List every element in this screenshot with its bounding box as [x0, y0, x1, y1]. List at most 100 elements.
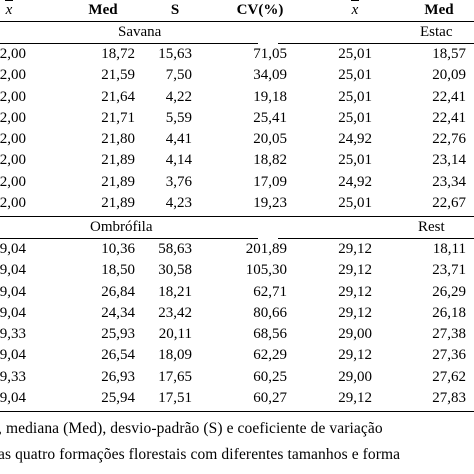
table-cell: 4,22: [165, 88, 192, 105]
table-row: 9,04 25,94 17,51 60,27 29,12 27,83: [0, 390, 474, 411]
table-cell: 18,21: [158, 283, 192, 300]
table-cell: 18,72: [101, 46, 135, 62]
table-cell: 18,09: [158, 347, 192, 364]
header-sd: S: [170, 2, 180, 18]
table-cell: 58,63: [158, 241, 192, 257]
table-cell: 29,12: [338, 283, 372, 300]
header-mean: x: [4, 0, 13, 18]
table-row: 2,00 21,89 3,76 17,09 24,92 23,34: [0, 174, 474, 195]
table-row: 9,04 10,36 58,63 201,89 29,12 18,11: [0, 241, 474, 262]
table-cell: 9,04: [0, 304, 26, 321]
table-cell: 25,01: [338, 195, 372, 211]
table-cell: 9,04: [0, 283, 26, 300]
caption-line-1: , mediana (Med), desvio-padrão (S) e coe…: [0, 420, 383, 437]
table-cell: 2,00: [0, 152, 26, 169]
table-cell: 2,00: [0, 131, 26, 148]
table-cell: 25,41: [253, 109, 287, 126]
table-cell: 20,05: [253, 131, 287, 148]
table-cell: 9,04: [0, 390, 26, 406]
table-cell: 9,04: [0, 241, 26, 257]
table-cell: 27,83: [432, 390, 466, 406]
section-label-ombrofila: Ombrófila: [90, 219, 153, 235]
table-cell: 21,59: [101, 67, 135, 84]
table-cell: 2,00: [0, 109, 26, 126]
table-cell: 62,29: [253, 347, 287, 364]
table-cell: 29,12: [338, 241, 372, 257]
header-median-2: Med: [424, 2, 454, 18]
table-cell: 29,12: [338, 390, 372, 406]
table-cell: 25,01: [338, 46, 372, 62]
table-cell: 24,92: [338, 131, 372, 148]
table-cell: 21,89: [101, 152, 135, 169]
table-cell: 23,34: [432, 173, 466, 190]
table-cell: 18,50: [101, 262, 135, 279]
table-cell: 29,12: [338, 347, 372, 364]
table-cell: 17,09: [253, 173, 287, 190]
table-cell: 21,64: [101, 88, 135, 105]
table-cell: 26,29: [432, 283, 466, 300]
table-cell: 21,89: [101, 195, 135, 211]
table-cell: 80,66: [253, 304, 287, 321]
table-cell: 29,12: [338, 304, 372, 321]
section-label-savana: Savana: [118, 24, 162, 40]
caption-line-2: as quatro formações florestais com difer…: [0, 446, 401, 463]
table-cell: 19,23: [253, 195, 287, 211]
table-header: x Med S CV(%) x Med: [0, 0, 474, 22]
table-cell: 25,01: [338, 109, 372, 126]
table-cell: 29,12: [338, 262, 372, 279]
table-cell: 5,59: [165, 109, 192, 126]
table-cell: 2,00: [0, 46, 26, 62]
table-cell: 27,36: [432, 347, 466, 364]
table-cell: 9,04: [0, 262, 26, 279]
table-cell: 2,00: [0, 88, 26, 105]
table-cell: 2,00: [0, 173, 26, 190]
table-row: 9,04 24,34 23,42 80,66 29,12 26,18: [0, 305, 474, 326]
table-cell: 17,51: [158, 390, 192, 406]
header-rule: [0, 21, 474, 22]
table-cell: 60,25: [253, 368, 287, 385]
table-cell: 17,65: [158, 368, 192, 385]
table-row: 9,33 26,93 17,65 60,25 29,00 27,62: [0, 369, 474, 390]
table-cell: 22,76: [432, 131, 466, 148]
table-cell: 21,80: [101, 131, 135, 148]
table-cell: 20,09: [432, 67, 466, 84]
table-cell: 24,34: [101, 304, 135, 321]
table-cell: 21,89: [101, 173, 135, 190]
table-cell: 18,57: [432, 46, 466, 62]
table-row: 2,00 21,71 5,59 25,41 25,01 22,41: [0, 110, 474, 131]
table-cell: 18,82: [253, 152, 287, 169]
table-cell: 24,92: [338, 173, 372, 190]
table-row: 2,00 21,59 7,50 34,09 25,01 20,09: [0, 67, 474, 88]
table-row: 2,00 21,80 4,41 20,05 24,92 22,76: [0, 131, 474, 152]
section-divider: [0, 216, 474, 217]
table-cell: 26,54: [101, 347, 135, 364]
table-cell: 20,11: [158, 326, 192, 343]
table-cell: 29,00: [338, 326, 372, 343]
section-rule-left-2: [0, 238, 258, 239]
table-row: 2,00 21,64 4,22 19,18 25,01 22,41: [0, 89, 474, 110]
table-row: 9,04 26,84 18,21 62,71 29,12 26,29: [0, 284, 474, 305]
section-rule-right: [278, 43, 474, 44]
table-cell: 10,36: [101, 241, 135, 257]
header-cv: CV(%): [236, 2, 284, 18]
table-cell: 15,63: [158, 46, 192, 62]
table-cell: 25,93: [101, 326, 135, 343]
table-cell: 9,04: [0, 347, 26, 364]
table-cell: 25,94: [101, 390, 135, 406]
table-row: 9,04 26,54 18,09 62,29 29,12 27,36: [0, 347, 474, 368]
table-cell: 23,42: [158, 304, 192, 321]
table-cell: 60,27: [253, 390, 287, 406]
table-cell: 22,41: [432, 88, 466, 105]
table-cell: 23,14: [432, 152, 466, 169]
table-row: 2,00 18,72 15,63 71,05 25,01 18,57: [0, 46, 474, 67]
table-cell: 9,33: [0, 368, 26, 385]
table-cell: 105,30: [245, 262, 287, 279]
table-cell: 26,84: [101, 283, 135, 300]
table-cell: 62,71: [253, 283, 287, 300]
header-mean-2: x: [350, 0, 359, 18]
table-bottom-rule: [0, 411, 474, 412]
table-cell: 25,01: [338, 67, 372, 84]
table-cell: 21,71: [101, 109, 135, 126]
table-cell: 19,18: [253, 88, 287, 105]
